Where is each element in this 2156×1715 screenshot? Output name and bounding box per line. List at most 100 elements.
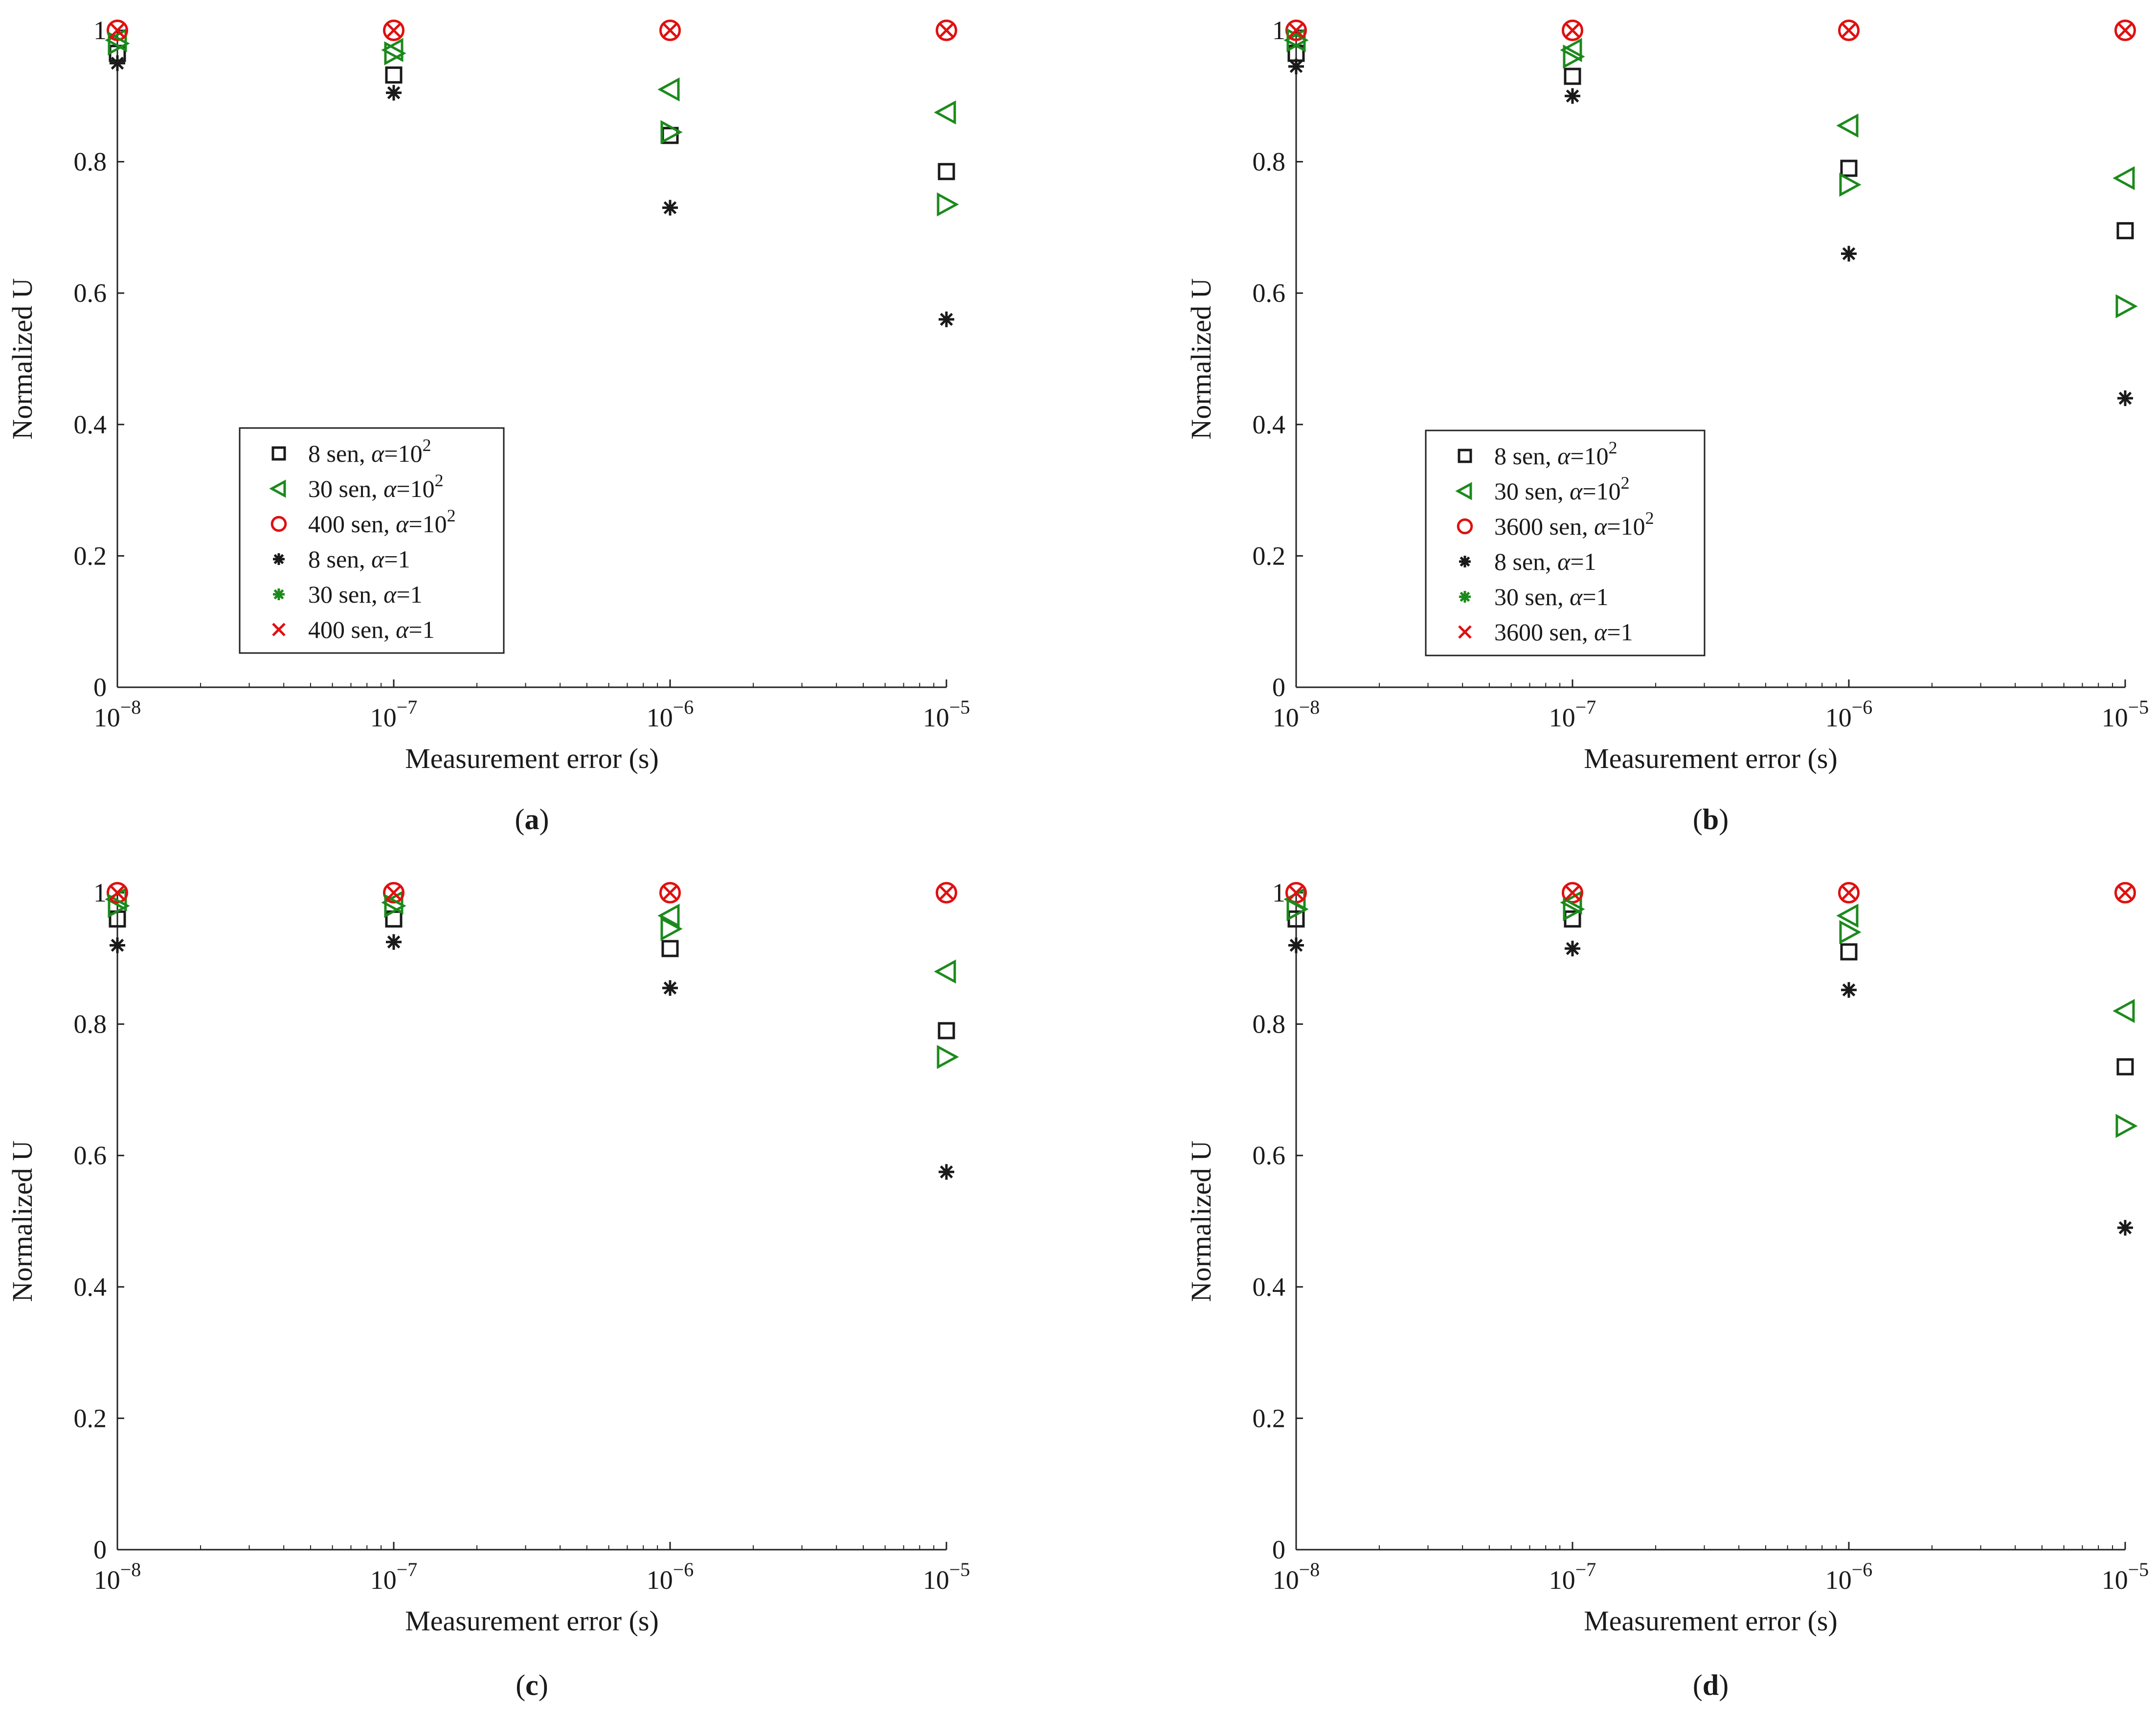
data-point: [384, 41, 406, 66]
subfigure-caption: (a): [515, 803, 549, 835]
y-axis-title: Normalized U: [1185, 1140, 1217, 1302]
x-tick-exponent: −7: [397, 1558, 418, 1580]
series-4: [1286, 897, 2138, 1138]
legend-value: =1: [1570, 548, 1596, 575]
data-point: [659, 881, 681, 904]
data-point: [381, 890, 404, 915]
data-point: [1565, 941, 1580, 957]
data-point: [1841, 884, 1857, 901]
series-3: [1288, 937, 2133, 1236]
data-point: [1565, 88, 1580, 104]
y-tick-label: 0.6: [1253, 278, 1286, 308]
y-axis-title: Normalized U: [6, 278, 38, 439]
y-tick-label: 0.8: [74, 147, 107, 177]
data-point: [110, 937, 125, 953]
x-tick-exponent: −6: [1852, 1558, 1873, 1580]
legend-sen: 8 sen,: [1494, 548, 1551, 575]
data-point: [1836, 903, 1859, 928]
legend-sen: 400 sen,: [308, 616, 390, 643]
data-point: [1285, 881, 1307, 904]
legend-label: 400 sen, α=102: [308, 506, 456, 538]
legend-superscript: 2: [435, 471, 444, 490]
x-axis-title: Measurement error (s): [405, 743, 659, 774]
caption-letter: d: [1703, 1669, 1719, 1701]
data-point: [934, 100, 956, 125]
data-point: [1836, 113, 1859, 138]
data-point: [662, 22, 678, 39]
legend-sen: 30 sen,: [1494, 477, 1564, 505]
legend-sen: 3600 sen,: [1494, 618, 1588, 646]
series-4: [108, 894, 959, 1069]
legend-sen: 30 sen,: [308, 581, 378, 608]
data-point: [386, 85, 402, 101]
legend-marker: [270, 516, 287, 532]
legend-sen: 30 sen,: [308, 475, 378, 502]
data-point: [1564, 884, 1581, 901]
series-3: [110, 934, 954, 1180]
y-tick-label: 0.4: [74, 410, 107, 439]
data-point: [1288, 22, 1304, 39]
x-tick-exponent: −6: [673, 1558, 694, 1580]
legend-value: =10: [408, 510, 447, 538]
data-point: [1563, 45, 1585, 69]
data-point: [661, 940, 679, 957]
series-5: [1288, 22, 2134, 39]
legend-marker: [1459, 556, 1471, 567]
legend-label: 30 sen, α=102: [308, 471, 444, 502]
data-point: [1288, 884, 1304, 901]
data-point: [2115, 294, 2138, 318]
data-point: [659, 19, 681, 42]
x-tick-label: 10−5: [923, 696, 970, 732]
series-1: [105, 28, 956, 125]
series-2: [106, 881, 958, 904]
data-point: [662, 884, 678, 901]
legend-alpha: α: [383, 475, 397, 502]
legend-alpha: α: [396, 616, 409, 643]
y-tick-label: 1: [1272, 16, 1285, 45]
x-tick-exponent: −5: [2128, 1558, 2149, 1580]
series-0: [109, 910, 955, 1039]
data-point: [1564, 22, 1581, 39]
chart-b: 0 0.2 0.4 0.6 0.8 1 10−8 10−7 10−6 10−5 Measuremen…: [1185, 16, 2149, 835]
data-point: [108, 31, 130, 56]
y-tick-label: 0: [1272, 1535, 1285, 1564]
data-point: [2115, 1114, 2138, 1138]
data-point: [384, 894, 406, 918]
legend-superscript: 2: [1609, 438, 1617, 457]
x-tick-exponent: −7: [397, 696, 418, 718]
legend-marker: [1459, 591, 1471, 603]
y-tick-label: 0.2: [1253, 541, 1286, 570]
x-tick-exponent: −8: [1299, 696, 1320, 718]
x-tick-label: 10−5: [2102, 1558, 2149, 1595]
data-point: [2112, 999, 2135, 1023]
legend-marker: [273, 588, 285, 600]
y-tick-label: 1: [1272, 878, 1285, 907]
data-point: [660, 917, 683, 941]
series-1: [1283, 28, 2135, 190]
data-point: [938, 884, 955, 901]
x-tick-label: 10−6: [647, 1558, 694, 1595]
legend-superscript: 2: [1621, 473, 1630, 493]
y-tick-label: 1: [93, 16, 107, 45]
data-point: [1288, 937, 1304, 953]
caption-letter: a: [525, 803, 539, 835]
data-point: [938, 163, 955, 181]
legend-label: 30 sen, α=1: [308, 581, 423, 608]
data-point: [105, 28, 127, 52]
subfigure-caption: (d): [1693, 1669, 1729, 1701]
data-point: [934, 959, 956, 984]
x-tick-exponent: −5: [2128, 696, 2149, 718]
legend-label: 8 sen, α=1: [308, 545, 410, 573]
data-point: [1841, 246, 1857, 262]
y-tick-label: 0.8: [74, 1010, 107, 1039]
y-tick-label: 0: [1272, 673, 1285, 702]
y-tick-label: 0: [93, 673, 107, 702]
data-point: [382, 881, 405, 904]
legend-superscript: 2: [447, 506, 456, 525]
y-tick-label: 0.4: [1253, 410, 1286, 439]
caption-letter: c: [525, 1669, 539, 1701]
x-tick-label: 10−7: [1549, 1558, 1596, 1595]
data-point: [106, 19, 129, 42]
legend-marker: [1458, 449, 1472, 463]
